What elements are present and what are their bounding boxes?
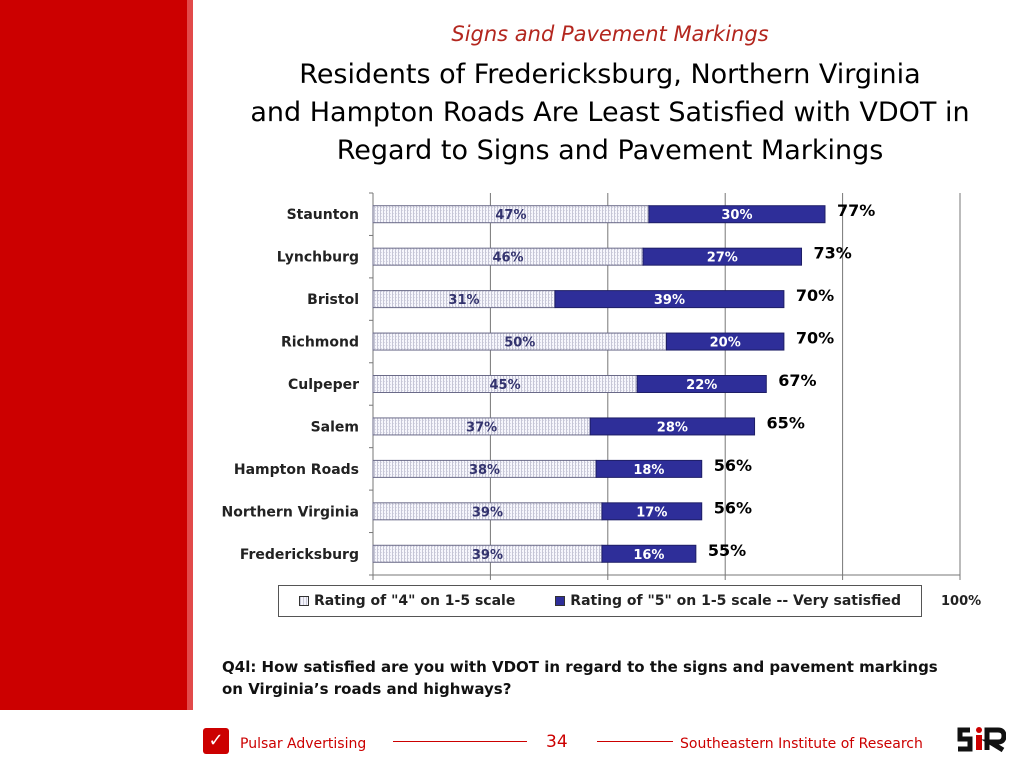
slide-title-line-3: Regard to Signs and Pavement Markings [336,135,884,166]
sir-logo-icon [957,727,1006,753]
data-label-rating-4-salem: 37% [466,420,497,435]
slide-subtitle: Signs and Pavement Markings [451,22,769,46]
data-label-rating-4-bristol: 31% [448,293,479,308]
legend-swatch-rating-4 [298,596,309,606]
side-accent-bar [0,0,187,710]
page-number: 34 [546,732,568,752]
slide-title-line-1: Residents of Fredericksburg, Northern Vi… [299,59,921,90]
category-label-hampton-roads: Hampton Roads [234,462,359,478]
footer-right-text: Southeastern Institute of Research [680,736,923,752]
bar-rating-5-fredericksburg [601,544,697,563]
data-label-rating-5-hampton-roads: 18% [633,463,664,478]
survey-question-line-2: on Virginia’s roads and highways? [222,680,512,698]
total-label-culpeper: 67% [778,371,816,390]
category-label-lynchburg: Lynchburg [277,250,359,266]
data-label-rating-4-northern-virginia: 39% [472,505,503,520]
stacked-bar-chart: Staunton 47% 30% 77% Lynchburg 46% 27% 73% Brist… [222,192,961,580]
bar-rating-5-salem [589,417,756,436]
slide-footer: ✓ Pulsar Advertising 34 Southeastern Ins… [0,720,1024,768]
legend-entry-rating-5: Rating of "5" on 1-5 scale -- Very satis… [555,593,901,609]
survey-question: Q4l: How satisfied are you with VDOT in … [222,656,982,700]
footer-divider-right [597,741,673,742]
total-label-fredericksburg: 55% [708,541,746,560]
data-label-rating-4-richmond: 50% [504,336,535,351]
data-label-rating-5-bristol: 39% [654,293,685,308]
total-label-hampton-roads: 56% [714,456,752,475]
data-label-rating-5-northern-virginia: 17% [636,505,667,520]
total-label-bristol: 70% [796,286,834,305]
bar-rating-5-bristol [554,290,785,309]
data-label-rating-4-staunton: 47% [495,208,526,223]
survey-question-line-1: Q4l: How satisfied are you with VDOT in … [222,658,938,676]
chart-legend: Rating of "4" on 1-5 scale Rating of "5"… [278,585,922,617]
bar-rating-5-richmond [666,332,785,351]
total-label-staunton: 77% [837,201,875,220]
footer-left-text: Pulsar Advertising [240,736,367,752]
bar-rating-5-staunton [648,205,826,224]
data-label-rating-4-culpeper: 45% [490,378,521,393]
bar-rating-5-lynchburg [642,247,803,266]
category-label-culpeper: Culpeper [288,377,359,393]
side-accent-edge [187,0,193,710]
total-label-northern-virginia: 56% [714,498,752,517]
legend-swatch-rating-5 [555,596,566,606]
data-label-rating-5-staunton: 30% [721,208,752,223]
bar-rating-5-culpeper [636,375,767,393]
slide-title-line-2: and Hampton Roads Are Least Satisfied wi… [250,97,970,128]
pulsar-logo-icon: ✓ [203,728,229,754]
legend-label-rating-4: Rating of "4" on 1-5 scale [313,593,516,609]
data-label-rating-5-fredericksburg: 16% [633,548,664,563]
bar-rating-5-northern-virginia [601,502,703,521]
total-label-richmond: 70% [796,329,834,348]
slide-title: Residents of Fredericksburg, Northern Vi… [215,56,1005,170]
footer-divider-left [393,741,527,742]
category-label-bristol: Bristol [307,292,359,308]
data-label-rating-4-fredericksburg: 39% [472,548,503,563]
legend-entry-rating-4: Rating of "4" on 1-5 scale [298,593,516,609]
category-label-fredericksburg: Fredericksburg [240,547,359,563]
category-label-staunton: Staunton [287,207,359,223]
data-label-rating-5-salem: 28% [657,420,688,435]
category-label-richmond: Richmond [281,335,359,351]
chart-bars: Staunton 47% 30% 77% Lynchburg 46% 27% 73% Brist… [222,201,875,563]
category-label-northern-virginia: Northern Virginia [222,504,359,520]
category-label-salem: Salem [311,419,359,435]
legend-label-rating-5: Rating of "5" on 1-5 scale -- Very satis… [570,593,901,609]
total-label-lynchburg: 73% [814,244,852,263]
total-label-salem: 65% [767,413,805,432]
x-axis-max-label: 100% [941,594,982,609]
data-label-rating-5-richmond: 20% [710,336,741,351]
data-label-rating-5-culpeper: 22% [686,378,717,393]
data-label-rating-4-lynchburg: 46% [492,251,523,266]
data-label-rating-5-lynchburg: 27% [707,251,738,266]
data-label-rating-4-hampton-roads: 38% [469,463,500,478]
bar-rating-5-hampton-roads [595,459,703,478]
